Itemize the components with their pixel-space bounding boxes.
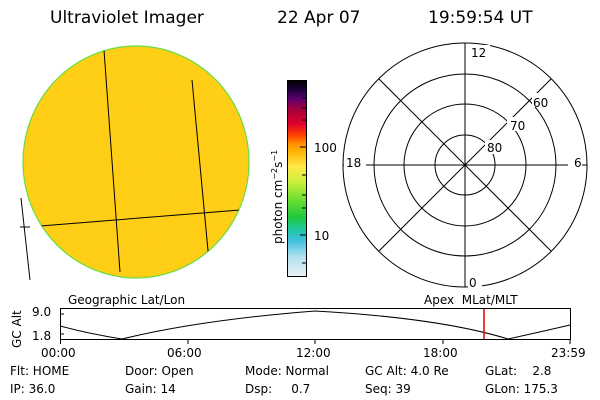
colorbar-tick-100: 100 [314, 141, 337, 155]
glat-value: GLat: 2.8 [485, 364, 552, 378]
flight-status: Flt: HOME [10, 364, 70, 378]
lat-label-80: 80 [487, 141, 503, 155]
geographic-title: Geographic Lat/Lon [68, 293, 186, 307]
lat-label-60: 60 [533, 96, 549, 110]
polar-plot [342, 42, 588, 289]
date-label: 22 Apr 07 [277, 8, 361, 28]
app-title: Ultraviolet Imager [50, 8, 204, 28]
mlt-label-6: 6 [574, 156, 582, 170]
apex-title: Apex MLat/MLT [424, 293, 518, 307]
x-tick-1800: 18:00 [423, 346, 458, 360]
mlt-line-diagonal [378, 78, 552, 252]
gain-value: Gain: 14 [125, 382, 176, 396]
lat-label-70: 70 [510, 119, 526, 133]
mode-status: Mode: Normal [245, 364, 329, 378]
door-status: Door: Open [125, 364, 194, 378]
glon-value: GLon: 175.3 [485, 382, 558, 396]
colorbar-ticks [300, 97, 306, 264]
lat-lon-grid [23, 49, 241, 273]
longitude-line [20, 197, 31, 281]
altitude-plot [60, 308, 571, 344]
time-label: 19:59:54 UT [428, 8, 533, 28]
altitude-curve [60, 310, 571, 340]
y-tick-1-8: 1.8 [32, 329, 52, 343]
disk-edge [22, 45, 250, 279]
lat-lon-grid-outside [20, 197, 31, 281]
mlt-label-18: 18 [346, 156, 362, 170]
uv-image-panel [20, 45, 250, 281]
seq-value: Seq: 39 [365, 382, 411, 396]
colorbar [287, 80, 307, 277]
dsp-value: Dsp: 0.7 [245, 382, 311, 396]
colorbar-label: photon cm−2s−1 [270, 149, 285, 244]
latitude-line [23, 209, 241, 229]
x-tick-0000: 00:00 [41, 346, 76, 360]
colorbar-tick-10: 10 [314, 229, 330, 243]
y-tick-9: 9.0 [32, 305, 52, 319]
ip-value: IP: 36.0 [10, 382, 56, 396]
gc-alt-value: GC Alt: 4.0 Re [365, 364, 449, 378]
longitude-line [103, 49, 121, 273]
longitude-line [191, 79, 211, 273]
x-tick-2359: 23:59 [551, 346, 586, 360]
x-tick-0600: 06:00 [167, 346, 202, 360]
mlt-label-0: 0 [469, 276, 477, 290]
x-tick-1200: 12:00 [296, 346, 331, 360]
gc-alt-axis-label: GC Alt [10, 310, 24, 348]
mlt-label-12: 12 [471, 46, 487, 60]
uv-disk [22, 45, 250, 279]
